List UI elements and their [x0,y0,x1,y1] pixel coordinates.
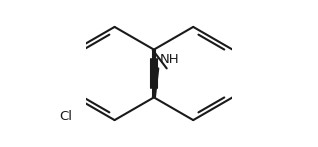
Text: NH: NH [160,53,179,66]
Text: Cl: Cl [60,110,73,123]
